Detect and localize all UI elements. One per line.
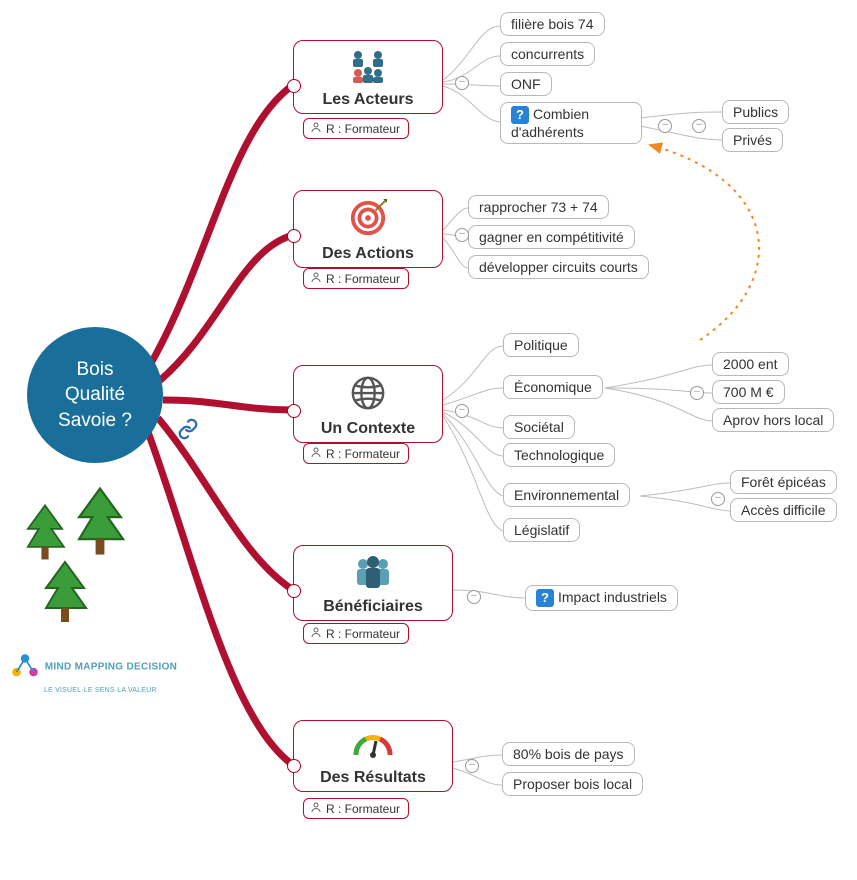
collapse-toggle[interactable] — [287, 79, 301, 93]
leaf-l_acces[interactable]: Accès difficile — [730, 498, 837, 522]
node-contexte[interactable]: Un Contexte — [293, 365, 443, 443]
collapse-toggle[interactable]: – — [467, 590, 481, 604]
person-icon — [310, 626, 322, 641]
brand-logo: MIND MAPPING DECISION LE VISUEL·LE SENS·… — [8, 650, 177, 695]
person-icon — [310, 121, 322, 136]
node-acteurs[interactable]: Les Acteurs — [293, 40, 443, 114]
collapse-toggle[interactable] — [287, 404, 301, 418]
node-actions[interactable]: Des Actions — [293, 190, 443, 268]
question-icon: ? — [536, 589, 554, 607]
leaf-l_publics[interactable]: Publics — [722, 100, 789, 124]
leaf-l_2000[interactable]: 2000 ent — [712, 352, 789, 376]
gauge-icon — [308, 729, 438, 767]
node-actions-title: Des Actions — [322, 245, 414, 262]
people-icon — [308, 49, 428, 89]
role-tag-actions: R : Formateur — [303, 268, 409, 289]
leaf-l_rapp[interactable]: rapprocher 73 + 74 — [468, 195, 609, 219]
node-acteurs-title: Les Acteurs — [323, 91, 414, 108]
node-resultats[interactable]: Des Résultats — [293, 720, 453, 792]
leaf-l_polit[interactable]: Politique — [503, 333, 579, 357]
leaf-l_leg[interactable]: Législatif — [503, 518, 580, 542]
leaf-l_prives[interactable]: Privés — [722, 128, 783, 152]
collapse-toggle[interactable] — [287, 584, 301, 598]
node-benef[interactable]: Bénéficiaires — [293, 545, 453, 621]
role-tag-contexte: R : Formateur — [303, 443, 409, 464]
leaf-l_aprov[interactable]: Aprov hors local — [712, 408, 834, 432]
leaf-l_filiere[interactable]: filière bois 74 — [500, 12, 605, 36]
collapse-toggle[interactable] — [287, 759, 301, 773]
globe-icon — [308, 374, 428, 418]
role-tag-resultats: R : Formateur — [303, 798, 409, 819]
collapse-toggle[interactable]: – — [455, 228, 469, 242]
person-icon — [310, 271, 322, 286]
leaf-l_onf[interactable]: ONF — [500, 72, 552, 96]
collapse-toggle[interactable]: – — [711, 492, 725, 506]
leaf-l_env[interactable]: Environnemental — [503, 483, 630, 507]
collapse-toggle[interactable]: – — [690, 386, 704, 400]
leaf-l_propos[interactable]: Proposer bois local — [502, 772, 643, 796]
collapse-toggle[interactable]: – — [455, 76, 469, 90]
role-tag-acteurs: R : Formateur — [303, 118, 409, 139]
leaf-l_700[interactable]: 700 M € — [712, 380, 785, 404]
person-icon — [310, 801, 322, 816]
collapse-toggle[interactable]: – — [658, 119, 672, 133]
node-contexte-title: Un Contexte — [321, 420, 415, 437]
logo-line1: MIND MAPPING DECISION — [45, 662, 177, 673]
collapse-toggle[interactable] — [287, 229, 301, 243]
leaf-l_concur[interactable]: concurrents — [500, 42, 595, 66]
leaf-l_soc[interactable]: Sociétal — [503, 415, 575, 439]
node-resultats-title: Des Résultats — [320, 769, 426, 786]
question-icon: ? — [511, 106, 529, 124]
leaf-l_combien[interactable]: ?Combien d'adhérents — [500, 102, 642, 144]
link-icon — [177, 418, 199, 446]
person-icon — [310, 446, 322, 461]
collapse-toggle[interactable]: – — [455, 404, 469, 418]
role-tag-benef: R : Formateur — [303, 623, 409, 644]
leaf-l_circuits[interactable]: développer circuits courts — [468, 255, 649, 279]
central-topic[interactable]: BoisQualitéSavoie ? — [27, 327, 163, 463]
collapse-toggle[interactable]: – — [465, 759, 479, 773]
leaf-l_impact[interactable]: ?Impact industriels — [525, 585, 678, 611]
leaf-l_foret[interactable]: Forêt épicéas — [730, 470, 837, 494]
leaf-l_econ[interactable]: Économique — [503, 375, 603, 399]
target-icon — [308, 199, 428, 243]
leaf-l_tech[interactable]: Technologique — [503, 443, 615, 467]
node-benef-title: Bénéficiaires — [323, 598, 423, 615]
collapse-toggle[interactable]: – — [692, 119, 706, 133]
logo-line2: LE VISUEL·LE SENS·LA VALEUR — [44, 687, 157, 694]
leaf-l_compet[interactable]: gagner en compétitivité — [468, 225, 635, 249]
people2-icon — [308, 554, 438, 596]
leaf-l_80[interactable]: 80% bois de pays — [502, 742, 635, 766]
